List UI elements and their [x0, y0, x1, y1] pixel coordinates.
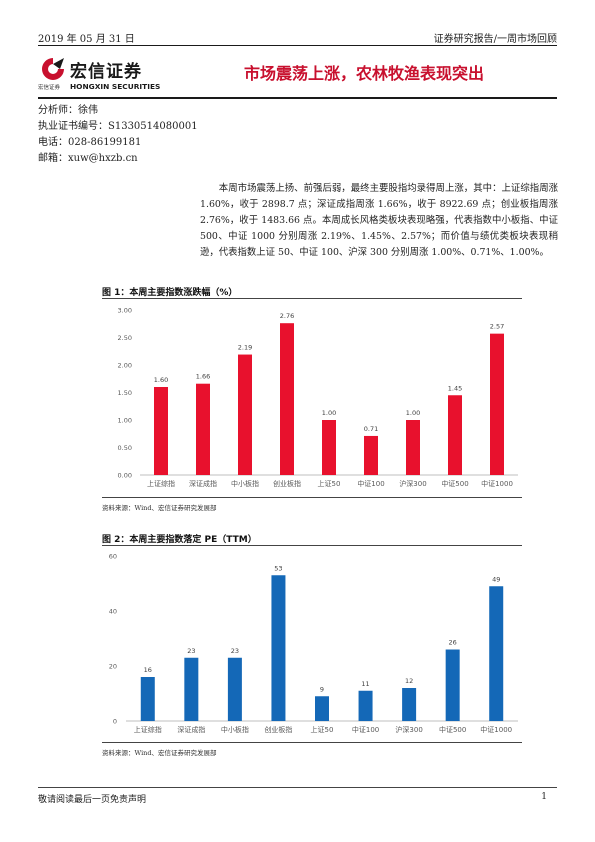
figure-1-y-tick-label: 0.00 [118, 472, 132, 480]
footer-divider [38, 787, 557, 788]
figure-2-bar [358, 690, 373, 721]
company-logo-subname: 宏信证券 [38, 85, 61, 91]
figure-2-category-label: 中证100 [352, 725, 379, 734]
figure-2-title: 图 2：本周主要指数落定 PE（TTM） [102, 535, 257, 545]
figure-1-category-label: 上证综指 [147, 479, 175, 488]
figure-2-data-label: 26 [449, 639, 457, 647]
figure-2-category-label: 沪深300 [395, 725, 422, 734]
figure-2-bottom-divider [102, 742, 522, 743]
figure-1-y-tick-label: 2.50 [118, 334, 132, 342]
figure-2-data-label: 49 [492, 575, 500, 583]
figure-2-data-label: 9 [320, 685, 324, 693]
figure-2-data-label: 16 [144, 666, 152, 674]
figure-2-y-tick-label: 20 [109, 663, 117, 671]
figure-2-bar [489, 586, 504, 721]
figure-1-category-label: 中证500 [441, 479, 468, 488]
figure-2-category-label: 上证50 [311, 725, 334, 734]
figure-1-y-tick-label: 1.00 [118, 417, 132, 425]
figure-1-category-label: 沪深300 [399, 479, 426, 488]
figure-1-bar [322, 420, 336, 475]
figure-1-chart: 0.00 0.50 1.00 1.50 2.00 2.50 3.00 1.60 上证综指 1.66… [118, 307, 518, 488]
figure-1-data-label: 1.66 [196, 373, 210, 381]
figure-1-data-label: 2.19 [238, 344, 252, 352]
figure-2-y-tick-label: 0 [113, 718, 117, 726]
figure-2-category-label: 中小板指 [221, 725, 249, 734]
analyst-info: 分析师：徐伟 执业证书编号：S1330514080001 电话：028-8619… [38, 103, 198, 167]
figure-2-data-label: 23 [187, 647, 195, 655]
figure-2-data-label: 23 [231, 647, 239, 655]
report-title: 市场震荡上涨，农林牧渔表现突出 [243, 64, 484, 83]
figure-2-bar [140, 677, 155, 721]
analyst-name: 分析师：徐伟 [38, 105, 98, 116]
figure-1-source: 资料来源：Wind、宏信证券研究发展部 [102, 504, 217, 512]
figure-1-category-label: 中小板指 [231, 479, 259, 488]
figure-2-category-label: 上证综指 [134, 725, 162, 734]
page-number: 1 [541, 792, 547, 802]
figure-2-y-tick-label: 40 [109, 608, 117, 616]
figure-1-bar [364, 435, 378, 475]
figure-1-data-label: 2.57 [490, 323, 504, 331]
figure-1-data-label: 1.00 [322, 409, 336, 417]
analyst-license: 执业证书编号：S1330514080001 [38, 121, 198, 132]
figure-2-data-label: 11 [361, 680, 369, 688]
figure-1-bar [196, 383, 210, 475]
figure-1-data-label: 0.71 [364, 425, 378, 433]
title-divider [38, 97, 557, 99]
figure-2-data-label: 53 [274, 564, 282, 572]
figure-2-bar [271, 575, 286, 721]
figure-1-data-label: 2.76 [280, 312, 294, 320]
figure-2-y-tick-label: 60 [109, 553, 117, 561]
figure-1-category-label: 深证成指 [189, 479, 217, 488]
figure-2-chart: 0 20 40 60 16 上证综指 23 深证成指 23 中小板指 53 创业板指 9 上证50 11 中证… [109, 553, 518, 734]
figure-1-title: 图 1：本周主要指数涨跌幅（%） [102, 288, 238, 298]
figure-2-category-label: 中证1000 [480, 725, 512, 734]
figure-1-data-label: 1.00 [406, 409, 420, 417]
report-date: 2019 年 05 月 31 日 [38, 34, 135, 45]
company-logo-name: 宏信证券 [70, 62, 142, 82]
figure-2-bar [315, 696, 329, 721]
figure-1-bar [154, 387, 168, 475]
figure-1-y-tick-label: 3.00 [118, 307, 132, 315]
figure-2-source: 资料来源：Wind、宏信证券研究发展部 [102, 749, 217, 757]
figure-2-bar [227, 657, 242, 721]
figure-1-y-tick-label: 0.50 [118, 444, 132, 452]
figure-2-category-label: 中证500 [439, 725, 466, 734]
figure-2-category-label: 深证成指 [177, 725, 205, 734]
figure-1-category-label: 中证100 [357, 479, 384, 488]
footer-disclaimer: 敬请阅读最后一页免责声明 [38, 795, 147, 805]
figure-1-category-label: 中证1000 [481, 479, 513, 488]
summary-paragraph: 本周市场震荡上扬、前强后弱，最终主要股指均录得周上涨，其中：上证综指周涨 1.6… [200, 183, 558, 259]
report-category: 证券研究报告/一周市场回顾 [433, 34, 557, 45]
company-logo-english: HONGXIN SECURITIES [70, 82, 161, 91]
figure-1-bottom-divider [102, 497, 522, 498]
figure-1-y-tick-label: 1.50 [118, 389, 132, 397]
company-logo-icon [42, 58, 64, 80]
figure-1-bar [238, 354, 252, 475]
figure-1-bar [406, 420, 420, 475]
figure-1-category-label: 上证50 [318, 479, 341, 488]
figure-2-category-label: 创业板指 [264, 725, 292, 734]
figure-1-bar [280, 323, 294, 475]
header-divider [38, 45, 557, 46]
figure-1-bar [448, 395, 462, 475]
figure-1-data-label: 1.60 [154, 376, 168, 384]
figure-1-data-label: 1.45 [448, 384, 462, 392]
figure-1-category-label: 创业板指 [273, 479, 301, 488]
figure-2-divider [102, 545, 522, 546]
figure-1-divider [102, 298, 522, 299]
analyst-email: 邮箱：xuw@hxzb.cn [38, 153, 138, 164]
figure-2-data-label: 12 [405, 677, 413, 685]
analyst-phone: 电话：028-86199181 [38, 137, 142, 148]
figure-2-bar [184, 657, 199, 721]
figure-2-bar [402, 688, 417, 721]
figure-1-y-tick-label: 2.00 [118, 362, 132, 370]
figure-2-bar [445, 649, 460, 721]
figure-1-bar [490, 333, 504, 475]
